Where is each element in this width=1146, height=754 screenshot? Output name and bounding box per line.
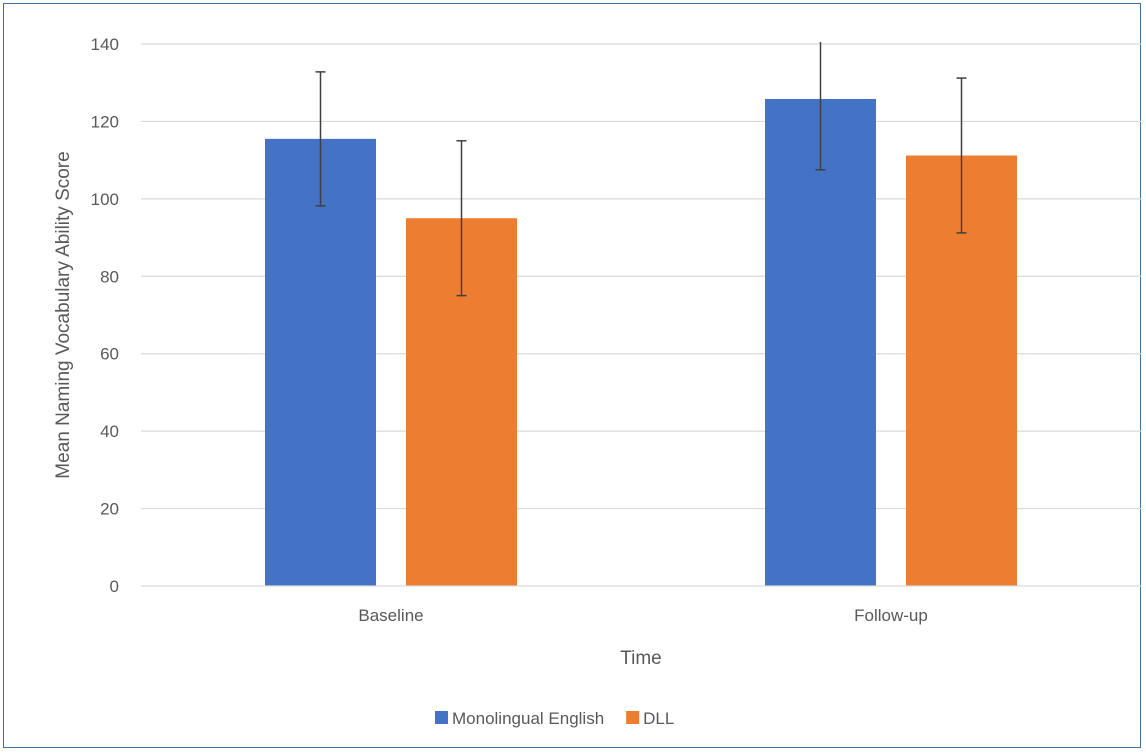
x-axis-ticks: Baseline Follow-up bbox=[358, 606, 927, 625]
y-tick-label: 140 bbox=[91, 35, 119, 54]
error-bar bbox=[456, 140, 467, 297]
error-bar bbox=[956, 77, 967, 234]
y-tick-label: 80 bbox=[100, 267, 119, 286]
y-tick-label: 40 bbox=[100, 422, 119, 441]
legend-swatch bbox=[626, 711, 640, 724]
bar-chart: 0 20 40 60 80 100 120 140 Baseline Follow-up Mea… bbox=[53, 35, 1141, 728]
bar-monolingual-english-follow-up bbox=[765, 98, 876, 586]
error-bar bbox=[315, 71, 326, 207]
bars bbox=[265, 98, 1017, 587]
x-tick-label: Baseline bbox=[358, 606, 423, 625]
chart-frame: 0 20 40 60 80 100 120 140 Baseline Follow-up Mea… bbox=[3, 3, 1141, 748]
x-tick-label: Follow-up bbox=[854, 606, 928, 625]
x-axis-label: Time bbox=[620, 648, 662, 669]
bar-monolingual-english-baseline bbox=[265, 138, 376, 586]
legend-item: DLL bbox=[626, 709, 674, 728]
y-tick-label: 20 bbox=[100, 500, 119, 519]
legend-item: Monolingual English bbox=[435, 709, 604, 728]
y-tick-label: 0 bbox=[110, 577, 119, 596]
y-tick-label: 120 bbox=[91, 112, 119, 131]
error-bar bbox=[815, 42, 826, 171]
y-tick-label: 60 bbox=[100, 345, 119, 364]
y-axis-label: Mean Naming Vocabulary Ability Score bbox=[53, 151, 74, 478]
legend-swatch bbox=[435, 711, 448, 724]
legend-label: Monolingual English bbox=[452, 709, 604, 728]
legend-label: DLL bbox=[643, 709, 674, 728]
error-bars bbox=[315, 42, 967, 297]
y-axis-ticks: 0 20 40 60 80 100 120 140 bbox=[91, 35, 119, 596]
legend: Monolingual English DLL bbox=[435, 709, 674, 728]
y-tick-label: 100 bbox=[91, 190, 119, 209]
